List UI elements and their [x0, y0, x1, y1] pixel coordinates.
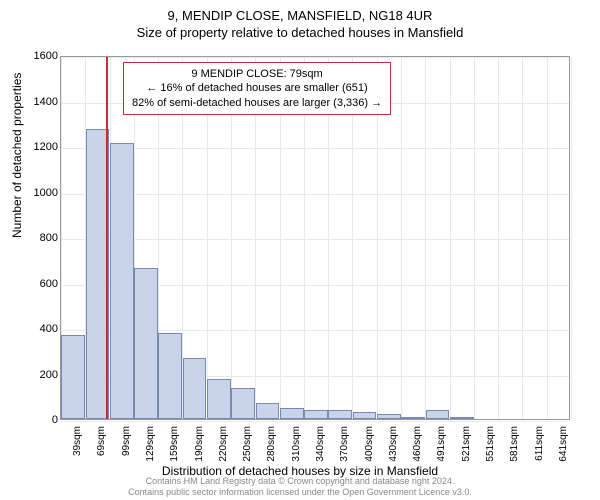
x-tick-label: 310sqm: [291, 426, 302, 466]
x-tick-label: 521sqm: [461, 426, 472, 466]
x-tick-label: 190sqm: [194, 426, 205, 466]
histogram-bar: [256, 403, 280, 419]
y-tick-label: 1600: [18, 50, 58, 62]
x-tick-label: 551sqm: [485, 426, 496, 466]
y-tick-label: 1400: [18, 96, 58, 108]
footer-attribution: Contains HM Land Registry data © Crown c…: [0, 476, 600, 498]
x-tick-label: 129sqm: [145, 426, 156, 466]
x-tick-label: 99sqm: [121, 426, 132, 466]
x-tick-label: 430sqm: [388, 426, 399, 466]
y-tick-label: 200: [18, 369, 58, 381]
x-tick-label: 460sqm: [412, 426, 423, 466]
y-tick-label: 600: [18, 278, 58, 290]
x-tick-label: 491sqm: [436, 426, 447, 466]
footer-line2: Contains public sector information licen…: [0, 487, 600, 498]
x-tick-label: 280sqm: [266, 426, 277, 466]
info-box-line: 82% of semi-detached houses are larger (…: [132, 96, 382, 110]
y-tick-label: 0: [18, 414, 58, 426]
histogram-bar: [377, 414, 401, 419]
x-tick-label: 69sqm: [96, 426, 107, 466]
x-tick-label: 39sqm: [72, 426, 83, 466]
x-tick-label: 611sqm: [534, 426, 545, 466]
histogram-bar: [353, 412, 377, 419]
title-address: 9, MENDIP CLOSE, MANSFIELD, NG18 4UR: [0, 0, 600, 23]
x-tick-label: 370sqm: [339, 426, 350, 466]
x-tick-label: 250sqm: [242, 426, 253, 466]
footer-line1: Contains HM Land Registry data © Crown c…: [0, 476, 600, 487]
y-tick-label: 800: [18, 232, 58, 244]
histogram-bar: [61, 335, 85, 419]
histogram-bar: [280, 408, 304, 419]
reference-line: [106, 57, 108, 419]
histogram-bar: [158, 333, 182, 419]
histogram-bar: [183, 358, 207, 419]
y-tick-label: 1000: [18, 187, 58, 199]
chart-plot-area: 9 MENDIP CLOSE: 79sqm← 16% of detached h…: [60, 56, 570, 420]
x-tick-label: 159sqm: [169, 426, 180, 466]
histogram-bar: [304, 410, 328, 419]
y-tick-label: 1200: [18, 141, 58, 153]
y-tick-label: 400: [18, 323, 58, 335]
x-tick-label: 400sqm: [364, 426, 375, 466]
title-subtitle: Size of property relative to detached ho…: [0, 23, 600, 44]
histogram-bar: [450, 417, 474, 419]
histogram-bar: [328, 410, 352, 419]
histogram-bar: [426, 410, 450, 419]
histogram-bar: [401, 417, 425, 419]
histogram-bar: [231, 388, 255, 419]
x-tick-label: 340sqm: [315, 426, 326, 466]
histogram-bar: [207, 379, 231, 419]
histogram-bar: [110, 143, 134, 419]
info-box-line: 9 MENDIP CLOSE: 79sqm: [132, 67, 382, 81]
reference-info-box: 9 MENDIP CLOSE: 79sqm← 16% of detached h…: [123, 62, 391, 115]
x-tick-label: 641sqm: [558, 426, 569, 466]
histogram-bar: [134, 268, 158, 419]
x-tick-label: 220sqm: [218, 426, 229, 466]
x-tick-label: 581sqm: [509, 426, 520, 466]
info-box-line: ← 16% of detached houses are smaller (65…: [132, 81, 382, 95]
